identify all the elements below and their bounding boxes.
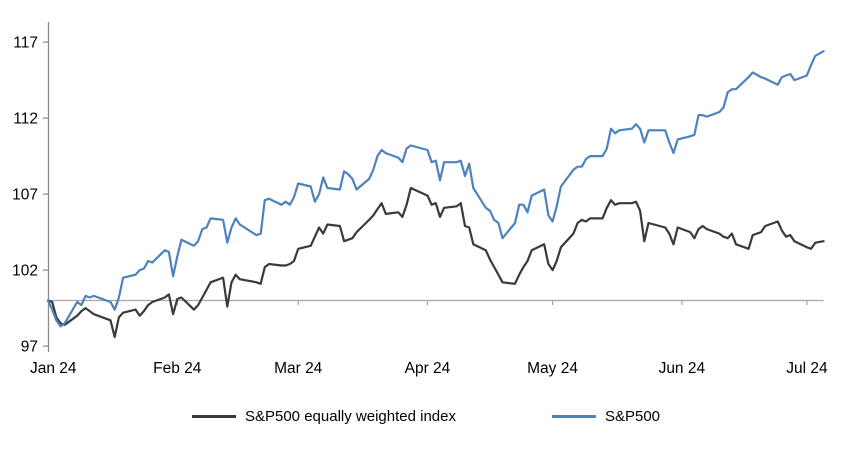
x-tick-label: Mar 24 xyxy=(274,360,323,377)
y-tick-label: 107 xyxy=(12,187,38,204)
x-tick-label: Apr 24 xyxy=(405,360,451,377)
plot-area: Jan 24 Feb 24 Mar 24 Apr 24 May 24 Jun 24 Jul … xyxy=(12,22,828,377)
x-tick-label: Jul 24 xyxy=(786,360,828,377)
legend-item-sp500: S&P500 xyxy=(551,408,661,425)
equal-weight-line-swatch xyxy=(191,415,236,418)
legend-item-equal-weight: S&P500 equally weighted index xyxy=(191,408,456,425)
equal-weight-series-line xyxy=(46,186,825,339)
chart-legend: S&P500 equally weighted index S&P500 xyxy=(0,408,852,425)
x-tick-label: Jun 24 xyxy=(659,360,706,377)
sp500-series-line xyxy=(46,50,825,328)
x-tick-label: May 24 xyxy=(527,360,578,377)
legend-label-sp500: S&P500 xyxy=(604,408,661,425)
x-tick-label: Jan 24 xyxy=(30,360,77,377)
y-tick-label: 112 xyxy=(13,111,38,128)
sp500-line-swatch xyxy=(551,415,596,418)
legend-label-equal-weight: S&P500 equally weighted index xyxy=(244,408,456,425)
y-tick-label: 97 xyxy=(21,339,38,356)
y-tick-label: 102 xyxy=(12,263,38,280)
x-tick-label: Feb 24 xyxy=(153,360,202,377)
y-tick-label: 117 xyxy=(13,35,38,52)
